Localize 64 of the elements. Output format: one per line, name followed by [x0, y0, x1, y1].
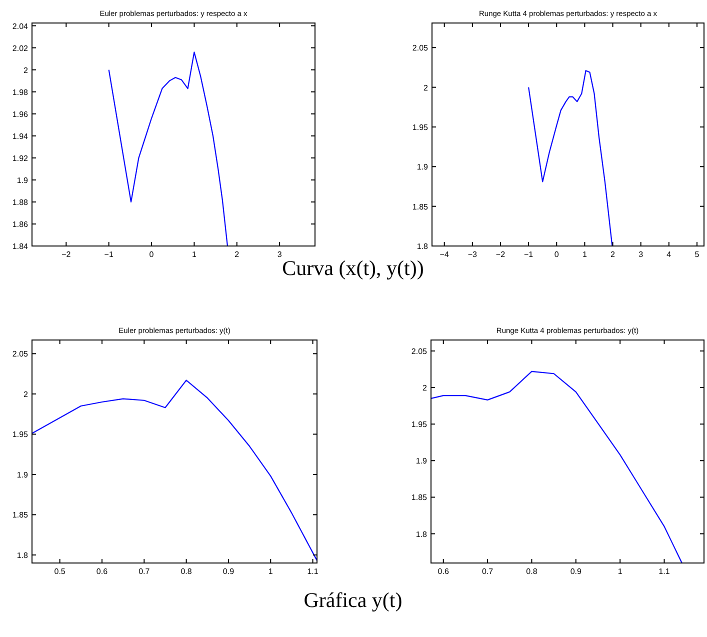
x-tick-label: 0.9 [570, 567, 582, 576]
y-tick-label: 1.85 [412, 202, 429, 212]
line-series [528, 70, 613, 246]
y-tick-label: 2.05 [412, 44, 429, 53]
x-tick-label: 0 [554, 250, 560, 259]
text: Curva (x(t), y(t)) [282, 256, 424, 280]
y-tick-label: 1.8 [16, 550, 29, 560]
x-tick-label: −1 [104, 250, 114, 259]
y-tick-label: 1.95 [412, 122, 429, 132]
x-tick-label: 0.7 [482, 567, 494, 576]
y-tick-label: 2.05 [411, 346, 428, 356]
line-series [108, 52, 228, 246]
y-tick-label: 2 [424, 83, 429, 92]
y-tick-label: 1.92 [12, 154, 29, 163]
y-tick-label: 1.9 [16, 470, 29, 480]
x-tick-label: 0.6 [438, 567, 450, 576]
y-tick-label: 1.8 [416, 530, 428, 539]
x-tick-label: −3 [468, 250, 478, 259]
x-tick-label: 1 [618, 567, 623, 576]
y-tick-label: 1.95 [411, 420, 428, 430]
x-tick-label: 3 [638, 250, 644, 259]
x-tick-label: 0.7 [138, 567, 150, 576]
x-tick-label: 5 [694, 250, 700, 259]
text: Gráfica y(t) [304, 588, 402, 612]
y-tick-label: 1.88 [12, 198, 29, 207]
x-tick-label: 0.8 [180, 567, 192, 576]
x-tick-label: 0.9 [222, 567, 235, 576]
x-tick-label: −4 [440, 250, 450, 259]
x-tick-label: 0.6 [96, 567, 108, 576]
x-tick-label: −1 [524, 250, 534, 259]
y-tick-label: 1.9 [16, 176, 29, 185]
y-tick-label: 2.02 [12, 44, 29, 53]
line-series [431, 370, 682, 563]
y-tick-label: 2.04 [12, 22, 29, 31]
y-tick-label: 1.94 [12, 132, 29, 141]
x-tick-label: −2 [496, 250, 506, 259]
y-tick-label: 1.84 [12, 242, 29, 251]
y-tick-label: 1.86 [12, 220, 29, 229]
y-tick-label: 2 [24, 390, 29, 399]
y-tick-label: 1.95 [12, 430, 29, 440]
x-tick-label: −2 [62, 250, 72, 259]
x-tick-label: 1 [582, 250, 588, 259]
y-tick-label: 1.8 [416, 242, 429, 251]
y-tick-label: 1.85 [411, 493, 428, 502]
x-tick-label: 0.8 [526, 567, 538, 576]
x-tick-label: 2 [234, 250, 240, 259]
x-tick-label: 1.1 [658, 567, 670, 576]
x-tick-label: 1 [192, 250, 197, 259]
y-tick-label: 1.98 [12, 88, 29, 97]
y-tick-label: 1.85 [12, 510, 29, 520]
x-tick-label: 3 [277, 250, 282, 259]
x-tick-label: 0.5 [54, 567, 66, 576]
y-tick-label: 1.9 [416, 456, 428, 466]
y-tick-label: 2 [422, 384, 428, 393]
x-tick-label: 1 [268, 567, 274, 576]
x-tick-label: 2 [610, 250, 616, 259]
line-series [32, 380, 317, 562]
x-tick-label: 0 [149, 250, 154, 259]
y-tick-label: 2.05 [12, 350, 29, 359]
y-tick-label: 2 [24, 66, 29, 75]
y-tick-label: 1.96 [12, 110, 29, 119]
x-tick-label: 4 [666, 250, 672, 259]
y-tick-label: 1.9 [416, 162, 429, 172]
x-tick-label: 1.1 [307, 567, 319, 576]
